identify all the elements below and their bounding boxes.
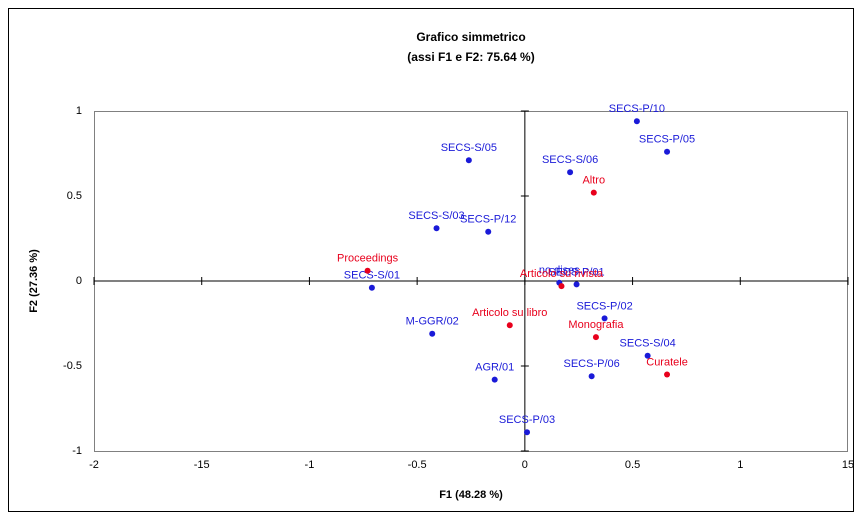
point-label: SECS-P/06 [564,358,620,370]
point [465,157,472,164]
point-label: SECS-S/05 [441,142,497,154]
y-tick-label: -0.5 [63,360,82,372]
point-label: SECS-S/03 [408,210,464,222]
point [368,284,375,291]
point-label: SECS-P/10 [609,103,665,115]
point [601,315,608,322]
point [558,283,565,290]
y-tick-label: 1 [76,105,82,117]
point-label: SECS-P/02 [576,300,632,312]
y-tick-label: 0.5 [67,190,82,202]
point [524,429,531,436]
x-tick-label: 1 [737,459,743,471]
point [364,267,371,274]
point-label: no dises [539,265,580,277]
point [429,330,436,337]
point-label: SECS-S/01 [344,270,400,282]
point [485,228,492,235]
point [433,225,440,232]
point [590,189,597,196]
point-label: Monografia [568,319,624,331]
y-tick-label: -1 [72,445,82,457]
x-tick-label: 0 [522,459,528,471]
point-label: Altro [582,175,605,187]
point-label: M-GGR/02 [406,316,459,328]
point-label: SECS-P/05 [639,134,695,146]
x-tick-label: 0.5 [625,459,640,471]
point-label: SECS-P/12 [460,214,516,226]
x-tick-label: -15 [194,459,210,471]
point [664,371,671,378]
y-tick-label: 0 [76,275,82,287]
point-label: SECS-P/03 [499,414,555,426]
point [573,281,580,288]
x-axis-label: F1 (48.28 %) [439,489,503,501]
point [491,376,498,383]
point-label: SECS-S/06 [542,154,598,166]
chart-title: Grafico simmetrico [416,30,525,44]
x-tick-label: 15 [842,459,854,471]
x-tick-label: -1 [305,459,315,471]
point [588,373,595,380]
point-label: AGR/01 [475,362,514,374]
point-label: SECS-P/01 [548,266,604,278]
chart-frame [8,8,854,512]
chart-subtitle: (assi F1 e F2: 75.64 %) [407,50,534,64]
point-label: Proceedings [337,253,399,265]
point-label: Articolo su libro [472,307,547,319]
point [633,118,640,125]
point [567,169,574,176]
y-axis-label: F2 (27.36 %) [28,249,40,313]
point-label: Articolo su rivista [520,268,604,280]
point-label: Curatele [646,356,688,368]
x-tick-label: -0.5 [408,459,427,471]
point-label: SECS-S/04 [620,338,676,350]
point [664,148,671,155]
point [506,322,513,329]
x-tick-label: -2 [89,459,99,471]
point [644,352,651,359]
point [592,334,599,341]
